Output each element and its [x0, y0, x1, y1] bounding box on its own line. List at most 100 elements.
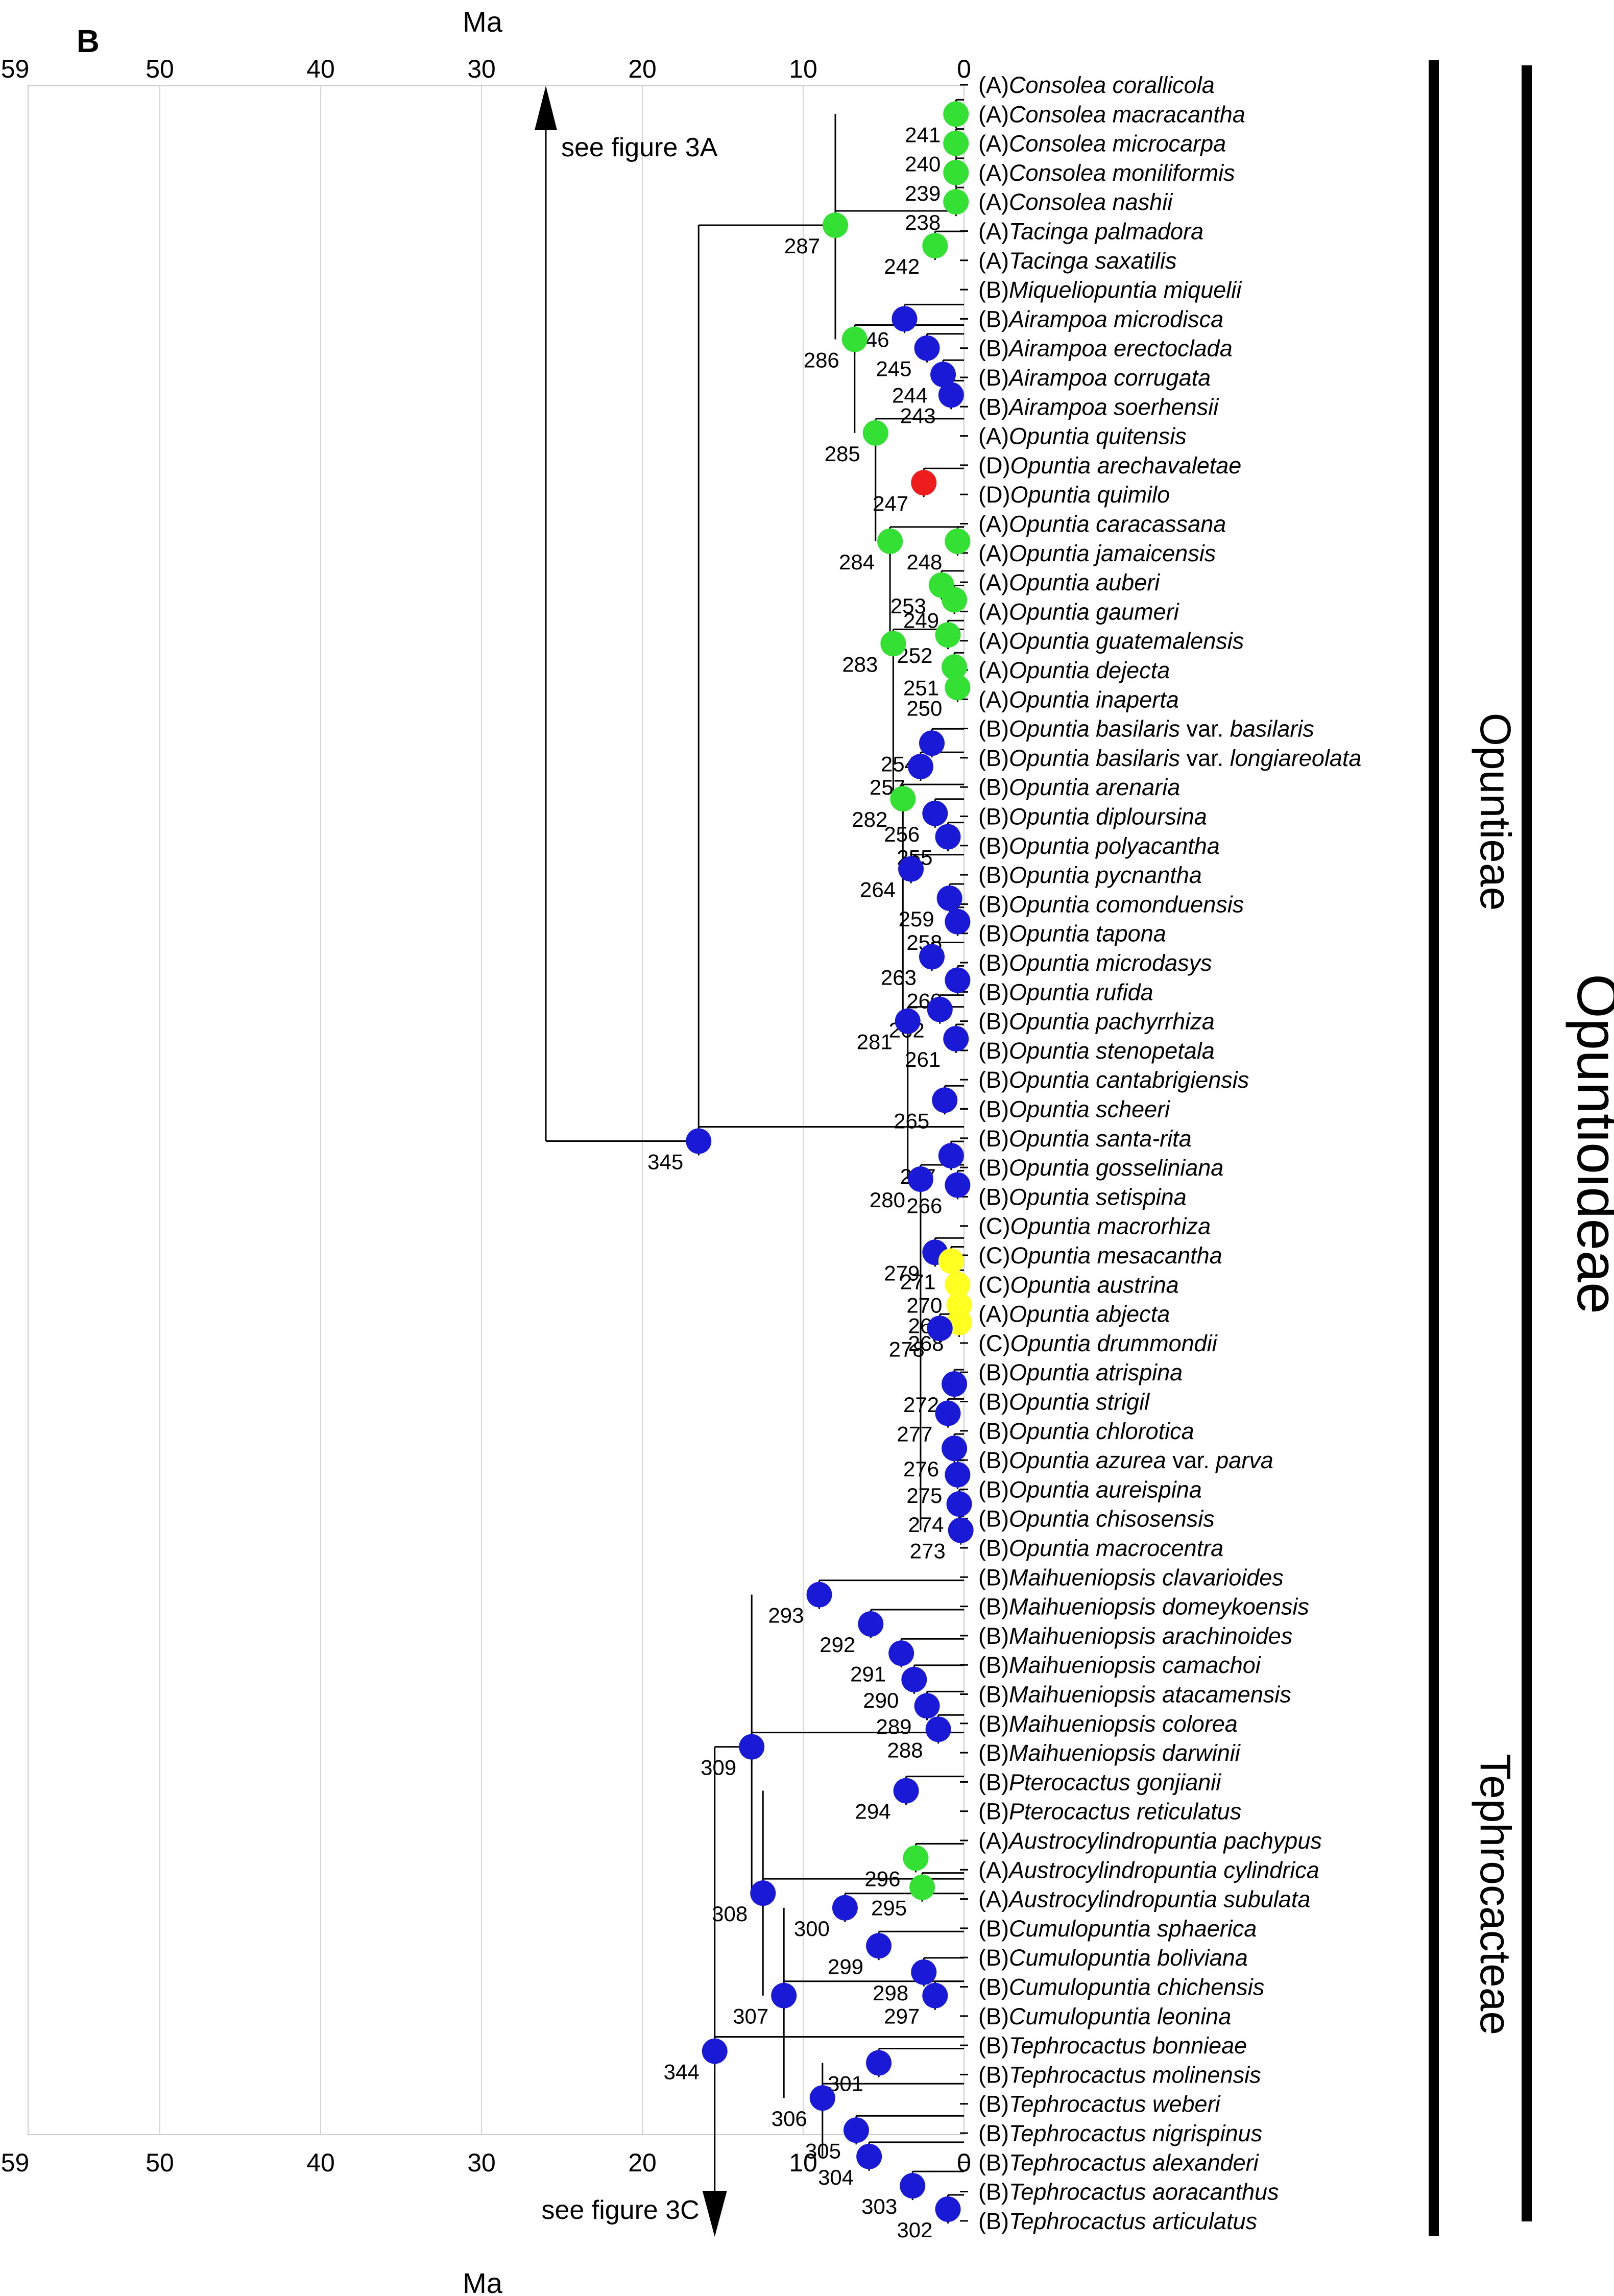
- node-dot: [866, 2050, 892, 2076]
- node-dot: [888, 1640, 914, 1666]
- node-dot: [942, 654, 968, 680]
- taxon-area-code: (B): [978, 716, 1009, 742]
- taxon-label: (B)Opuntia basilaris var. longiareolata: [978, 745, 1361, 771]
- taxon-label: (B)Opuntia aureispina: [978, 1476, 1202, 1502]
- taxon-label: (B)Opuntia setispina: [978, 1184, 1187, 1210]
- node-dot: [943, 1025, 969, 1051]
- taxon-label: (D)Opuntia quimilo: [978, 482, 1170, 508]
- node-number: 284: [839, 550, 875, 574]
- taxon-label: (B)Maihueniopsis atacamensis: [978, 1682, 1291, 1708]
- taxon-name: Austrocylindropuntia subulata: [1007, 1886, 1310, 1912]
- axis-title-bottom: Ma: [463, 2267, 503, 2296]
- taxon-area-code: (A): [978, 628, 1009, 654]
- node-dot: [938, 1143, 964, 1169]
- node-dot: [907, 1166, 933, 1192]
- node-dot: [922, 800, 948, 826]
- node-dot: [919, 944, 945, 970]
- node-dot: [945, 675, 971, 701]
- taxon-area-code: (B): [978, 979, 1009, 1005]
- node-number: 266: [906, 1193, 942, 1217]
- arrow-head-up: [535, 86, 557, 130]
- taxon-area-code: (B): [978, 1916, 1009, 1942]
- taxon-name: Opuntia microdasys: [1009, 950, 1212, 976]
- taxon-infraname: parva: [1215, 1447, 1273, 1473]
- taxon-label: (B)Tephrocactus bonnieae: [978, 2032, 1247, 2059]
- taxon-area-code: (D): [978, 452, 1010, 479]
- axis-tick-bottom: 30: [467, 2148, 496, 2177]
- taxon-area-code: (B): [978, 306, 1009, 332]
- taxon-label: (B)Opuntia azurea var. parva: [978, 1447, 1273, 1473]
- node-dot: [936, 885, 962, 911]
- taxon-area-code: (B): [978, 1389, 1009, 1415]
- taxon-area-code: (B): [978, 2208, 1009, 2234]
- axis-tick-top: 50: [146, 55, 174, 83]
- node-number: 242: [884, 254, 920, 278]
- taxon-area-code: (B): [978, 1535, 1009, 1561]
- taxon-area-code: (B): [978, 833, 1009, 859]
- taxon-name: Austrocylindropuntia pachypus: [1007, 1828, 1322, 1854]
- taxon-label: (B)Maihueniopsis clavarioides: [978, 1564, 1284, 1590]
- taxon-name: Opuntia diploursina: [1009, 804, 1207, 830]
- taxon-area-code: (B): [978, 1682, 1009, 1708]
- taxon-name: Airampoa corrugata: [1007, 365, 1211, 391]
- axis-tick-bottom: 59: [1, 2148, 30, 2177]
- taxon-name: Maihueniopsis darwinii: [1009, 1740, 1241, 1766]
- taxon-name: Opuntia stenopetala: [1009, 1038, 1215, 1064]
- time-axes: 59 59 50 50 40 40 30 30 20 20 10 10 0 0 Ma Ma: [1, 6, 971, 2296]
- taxon-area-code: (A): [978, 189, 1009, 215]
- taxon-name: Tephrocactus bonnieae: [1009, 2032, 1247, 2059]
- taxon-area-code: (C): [978, 1330, 1010, 1356]
- node-number: 256: [884, 822, 920, 846]
- taxon-area-code: (B): [978, 1945, 1009, 1971]
- node-number: 306: [772, 2107, 807, 2131]
- node-number: 289: [876, 1714, 911, 1738]
- node-number: 302: [897, 2218, 932, 2242]
- node-dot: [945, 1272, 971, 1298]
- taxon-area-code: (B): [978, 1067, 1009, 1093]
- axis-tick-bottom: 10: [789, 2148, 817, 2177]
- taxon-area-code: (B): [978, 394, 1009, 420]
- taxon-label: (B)Tephrocactus alexanderi: [978, 2149, 1260, 2175]
- subfamily-label: Opuntioideae: [1565, 974, 1614, 1314]
- taxon-label: (A)Opuntia abjecta: [978, 1301, 1170, 1327]
- node-dot: [930, 362, 956, 388]
- taxon-label: (B)Miqueliopuntia miquelii: [978, 277, 1242, 303]
- taxon-area-code: (A): [978, 160, 1009, 186]
- node-number: 251: [903, 676, 939, 700]
- taxon-name: Opuntia strigil: [1009, 1389, 1150, 1415]
- taxon-name: Consolea macracantha: [1009, 101, 1245, 127]
- node-dot: [866, 1933, 892, 1959]
- node-number: 277: [897, 1422, 932, 1446]
- taxon-area-code: (B): [978, 1038, 1009, 1064]
- node-number: 276: [903, 1457, 939, 1481]
- taxon-label: (A)Consolea microcarpa: [978, 131, 1226, 157]
- taxon-area-code: (B): [978, 1476, 1009, 1502]
- ancestral-state-nodes: 2412402392382422872462452442432862852472…: [647, 101, 974, 2242]
- node-dot: [935, 622, 961, 648]
- taxon-name: Opuntia arenaria: [1009, 774, 1180, 800]
- tribe-label: Tephrocacteae: [1472, 1754, 1520, 2035]
- node-dot: [946, 1491, 972, 1517]
- node-dot: [823, 212, 848, 238]
- taxon-name: Opuntia quimilo: [1010, 482, 1170, 508]
- taxon-area-code: (B): [978, 2179, 1009, 2205]
- taxon-area-code: (A): [978, 1301, 1009, 1327]
- taxon-label: (B)Airampoa erectoclada: [978, 336, 1233, 362]
- taxon-name: Tephrocactus aoracanthus: [1009, 2179, 1279, 2205]
- node-number: 281: [857, 1030, 893, 1054]
- node-dot: [942, 1371, 968, 1397]
- taxon-name: Opuntia macrorhiza: [1010, 1213, 1211, 1239]
- taxon-area-code: (C): [978, 1213, 1010, 1239]
- taxon-name: Opuntia scheeri: [1009, 1096, 1171, 1122]
- taxon-labels: (A)Consolea corallicola(A)Consolea macra…: [978, 72, 1361, 2234]
- taxon-name: Opuntia austrina: [1010, 1272, 1178, 1298]
- taxon-label: (B)Cumulopuntia boliviana: [978, 1945, 1248, 1971]
- taxon-area-code: (A): [978, 1857, 1009, 1883]
- taxon-label: (A)Opuntia gaumeri: [978, 599, 1180, 625]
- node-dot: [927, 996, 953, 1022]
- node-dot: [895, 1008, 921, 1034]
- taxon-area-code: (C): [978, 1272, 1010, 1298]
- node-number: 265: [894, 1109, 929, 1133]
- taxon-label: (B)Opuntia stenopetala: [978, 1038, 1215, 1064]
- axis-tick-top: 40: [306, 55, 335, 83]
